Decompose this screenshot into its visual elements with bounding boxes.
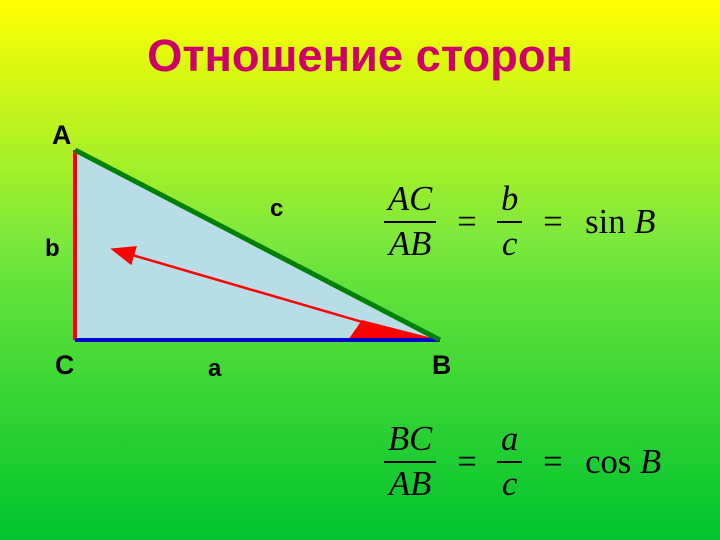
sin-arg: B — [634, 203, 655, 241]
side-label-b: b — [45, 235, 60, 263]
vertex-label-b: B — [432, 350, 451, 381]
sin-eq2: = — [541, 203, 564, 242]
sin-den1: AB — [384, 221, 436, 264]
cos-arg: B — [640, 443, 661, 481]
cos-fn: cos — [585, 443, 631, 481]
formula-cos: BC AB = a c = cos B — [380, 420, 667, 504]
cos-num2: a — [497, 420, 522, 461]
side-label-a: a — [208, 355, 221, 383]
vertex-label-a: A — [52, 120, 71, 151]
sin-fn: sin — [585, 203, 625, 241]
sin-num2: b — [497, 180, 522, 221]
formula-sin: AC AB = b c = sin B — [380, 180, 661, 264]
sin-eq1: = — [455, 203, 478, 242]
page-title: Отношение сторон — [0, 30, 720, 82]
vertex-label-c: C — [55, 350, 74, 381]
cos-den1: AB — [384, 461, 436, 504]
cos-num1: BC — [384, 420, 436, 461]
sin-den2: c — [497, 221, 522, 264]
cos-eq1: = — [455, 443, 478, 482]
cos-den2: c — [497, 461, 522, 504]
side-label-c: c — [270, 195, 283, 223]
sin-num1: AC — [384, 180, 436, 221]
cos-eq2: = — [541, 443, 564, 482]
